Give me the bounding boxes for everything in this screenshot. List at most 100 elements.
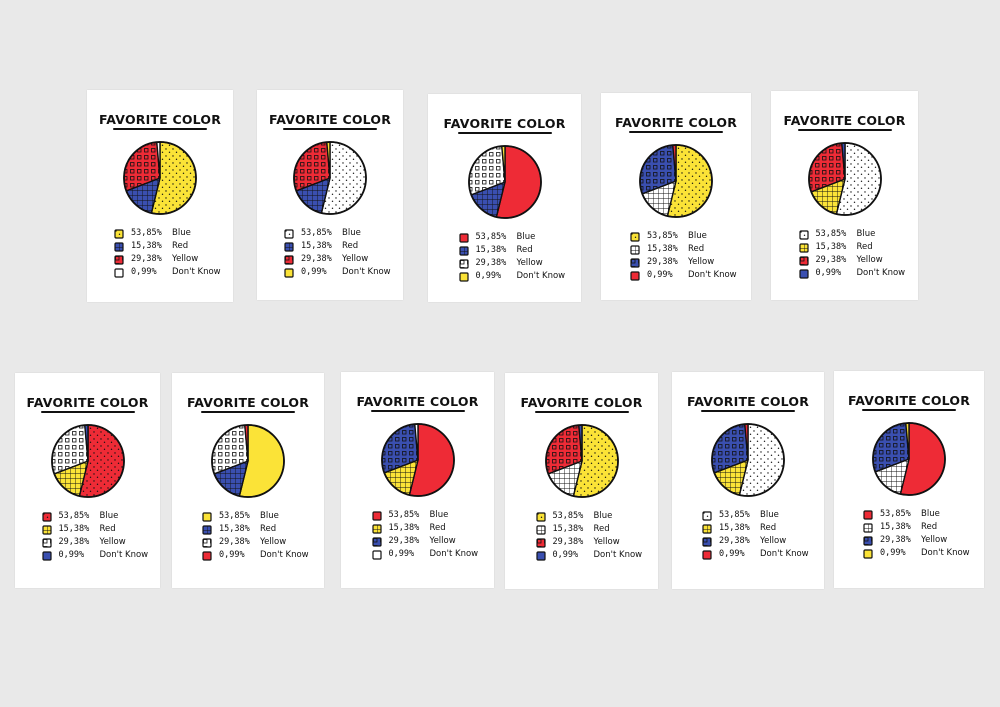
- legend-swatch: [202, 525, 212, 535]
- legend-percent: 53,85%: [552, 511, 584, 521]
- legend-label: Red: [172, 241, 189, 251]
- pie-chart: [467, 145, 542, 219]
- legend-percent: 15,38%: [388, 523, 420, 533]
- legend-swatch: [535, 512, 546, 522]
- legend-swatch: [863, 510, 873, 520]
- legend-label: Red: [688, 244, 705, 254]
- legend-swatch: [798, 256, 809, 266]
- legend-percent: 15,38%: [719, 523, 750, 533]
- legend-percent: 0,99%: [58, 550, 85, 560]
- legend-label: Blue: [856, 229, 876, 239]
- legend: 53,85% Blue 15,38% Red 29,38% Yellow 0,99% Don'…: [798, 229, 909, 281]
- title-underline: [113, 128, 207, 130]
- legend-percent: 29,38%: [388, 536, 420, 546]
- legend-percent: 53,85%: [647, 231, 678, 241]
- legend-swatch: [114, 242, 124, 252]
- legend: 53,85% Blue 15,38% Red 29,38% Yellow 0,99% Don'…: [535, 511, 646, 563]
- legend-percent: 53,85%: [475, 232, 507, 242]
- legend-label: Don't Know: [921, 548, 970, 558]
- legend-percent: 29,38%: [301, 254, 332, 264]
- chart-title: FAVORITE COLOR: [686, 394, 810, 409]
- legend: 53,85% Blue 15,38% Red 29,38% Yellow 0,99% Don'…: [702, 510, 812, 562]
- legend-percent: 0,99%: [219, 550, 245, 560]
- legend-percent: 29,38%: [647, 257, 678, 267]
- legend-label: Don't Know: [260, 550, 309, 560]
- legend-percent: 53,85%: [219, 511, 250, 521]
- legend-percent: 0,99%: [815, 268, 842, 278]
- title-underline: [797, 129, 892, 131]
- legend-swatch: [41, 512, 52, 522]
- pie-chart: [50, 424, 125, 498]
- legend-swatch: [535, 551, 546, 561]
- legend: 53,85% Blue 15,38% Red 29,38% Yellow 0,99% Don'…: [458, 232, 569, 284]
- legend-percent: 53,85%: [388, 510, 420, 520]
- chart-card: FAVORITE COLOR 53,85% Blue 15,38% Red 29,38% Y…: [87, 90, 233, 302]
- legend-percent: 0,99%: [880, 548, 906, 558]
- chart-card: FAVORITE COLOR 53,85% Blue 15,38% Red 29,38% Y…: [257, 90, 403, 300]
- title-underline: [862, 409, 956, 411]
- legend-label: Blue: [516, 232, 536, 242]
- legend-swatch: [630, 232, 640, 242]
- title-underline: [283, 128, 377, 130]
- legend-percent: 53,85%: [58, 511, 90, 521]
- pie-slice-blue: [320, 141, 367, 215]
- chart-title: FAVORITE COLOR: [783, 113, 906, 128]
- pie-chart: [872, 422, 946, 496]
- legend: 53,85% Blue 15,38% Red 29,38% Yellow 0,99% Don'…: [284, 228, 394, 280]
- legend-percent: 0,99%: [388, 549, 415, 559]
- legend-swatch: [863, 523, 873, 533]
- legend-percent: 29,38%: [719, 536, 750, 546]
- pie-chart: [711, 423, 785, 497]
- legend-percent: 29,38%: [131, 254, 162, 264]
- legend-swatch: [284, 242, 294, 252]
- chart-card: FAVORITE COLOR 53,85% Blue 15,38% Red 29,38% Y…: [15, 373, 160, 588]
- chart-title: FAVORITE COLOR: [186, 395, 310, 410]
- chart-title: FAVORITE COLOR: [847, 393, 971, 408]
- legend-label: Don't Know: [856, 268, 906, 278]
- legend-label: Don't Know: [760, 549, 809, 559]
- legend-label: Don't Know: [429, 549, 479, 559]
- legend-swatch: [202, 512, 212, 522]
- legend-label: Yellow: [856, 255, 883, 265]
- legend-swatch: [702, 524, 712, 534]
- legend-percent: 15,38%: [647, 244, 678, 254]
- legend-swatch: [458, 272, 469, 282]
- legend-percent: 15,38%: [131, 241, 162, 251]
- legend-swatch: [284, 268, 294, 278]
- legend-label: Yellow: [688, 257, 715, 267]
- legend-swatch: [41, 538, 52, 548]
- legend-label: Don't Know: [688, 270, 737, 280]
- legend-label: Blue: [593, 511, 613, 521]
- pie-chart: [380, 423, 455, 497]
- legend-swatch: [202, 538, 212, 548]
- title-underline: [457, 132, 552, 134]
- chart-title: FAVORITE COLOR: [268, 112, 392, 127]
- legend-swatch: [630, 258, 640, 268]
- legend-label: Don't Know: [593, 550, 643, 560]
- legend: 53,85% Blue 15,38% Red 29,38% Yellow 0,99% Don'…: [863, 509, 973, 561]
- legend-percent: 0,99%: [301, 267, 327, 277]
- legend-percent: 29,38%: [552, 537, 584, 547]
- legend-percent: 53,85%: [301, 228, 332, 238]
- legend-swatch: [863, 549, 873, 559]
- legend-percent: 15,38%: [815, 242, 847, 252]
- legend: 53,85% Blue 15,38% Red 29,38% Yellow 0,99% Don'…: [41, 511, 152, 563]
- legend-label: Don't Know: [342, 267, 391, 277]
- legend-label: Blue: [99, 511, 119, 521]
- legend-swatch: [41, 551, 52, 561]
- legend-label: Yellow: [429, 536, 456, 546]
- chart-card: FAVORITE COLOR 53,85% Blue 15,38% Red 29,38% Y…: [672, 372, 824, 589]
- legend-label: Yellow: [593, 537, 620, 547]
- legend-label: Red: [516, 245, 533, 255]
- legend-percent: 53,85%: [719, 510, 750, 520]
- legend-percent: 15,38%: [552, 524, 584, 534]
- legend-swatch: [284, 255, 294, 265]
- legend-swatch: [114, 255, 124, 265]
- legend-percent: 0,99%: [131, 267, 157, 277]
- legend-label: Blue: [342, 228, 361, 238]
- chart-card: FAVORITE COLOR 53,85% Blue 15,38% Red 29,38% Y…: [172, 373, 324, 588]
- legend-percent: 53,85%: [131, 228, 162, 238]
- legend-label: Red: [429, 523, 446, 533]
- legend-label: Red: [921, 522, 938, 532]
